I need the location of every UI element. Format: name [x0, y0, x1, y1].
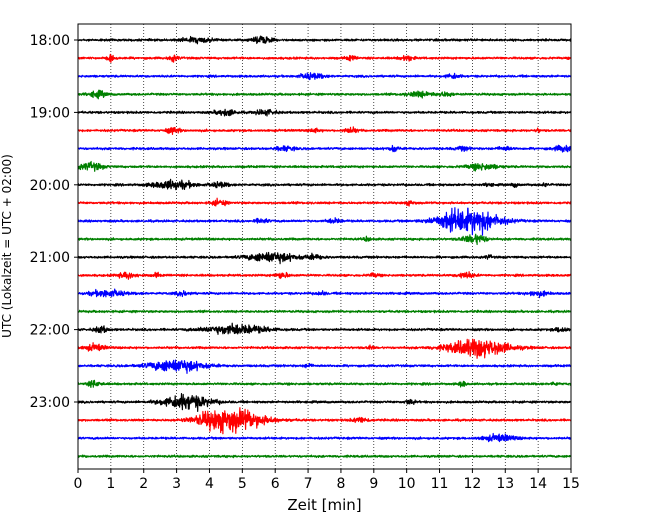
trace-2215 [77, 338, 572, 359]
trace-2030 [77, 207, 572, 236]
y-tick-label: 21:00 [30, 250, 70, 266]
trace-2230 [77, 359, 572, 374]
x-tick-label: 1 [106, 476, 115, 492]
trace-2145 [77, 309, 572, 314]
x-tick-label: 7 [304, 476, 313, 492]
y-tick-label: 19:00 [30, 105, 70, 121]
x-tick-label: 6 [271, 476, 280, 492]
x-tick-label: 14 [529, 476, 547, 492]
trace-2130 [77, 288, 572, 299]
trace-1915 [77, 126, 572, 135]
y-tick-label: 23:00 [30, 395, 70, 411]
trace-lines [77, 35, 572, 459]
x-tick-label: 9 [369, 476, 378, 492]
x-tick-label: 12 [463, 476, 481, 492]
x-tick-label: 8 [336, 476, 345, 492]
x-tick-label: 5 [238, 476, 247, 492]
x-tick-label: 15 [562, 476, 580, 492]
vertical-grid [110, 24, 539, 469]
trace-2315 [77, 407, 572, 435]
trace-2045 [77, 233, 572, 246]
x-tick-label: 13 [496, 476, 514, 492]
trace-1945 [77, 160, 572, 172]
x-tick-label: 11 [431, 476, 449, 492]
plot-background [78, 24, 571, 469]
trace-2330 [77, 432, 572, 443]
x-tick-label: 4 [205, 476, 214, 492]
y-tick-label: 20:00 [30, 178, 70, 194]
trace-2100 [77, 251, 572, 265]
x-tick-label: 2 [139, 476, 148, 492]
trace-1845 [77, 89, 572, 100]
trace-2115 [77, 271, 572, 280]
y-tick-label: 22:00 [30, 323, 70, 339]
x-axis-ticks: 0 1 2 3 4 5 6 7 8 9 10 11 12 13 14 15 [74, 469, 580, 492]
trace-1930 [77, 144, 572, 153]
trace-2345 [77, 454, 572, 459]
y-axis-ticks: 18:00 19:00 20:00 21:00 22:00 23:00 [30, 33, 78, 411]
trace-2300 [77, 393, 572, 412]
x-axis-label: Zeit [min] [287, 496, 361, 514]
trace-1830 [77, 72, 572, 81]
x-tick-label: 3 [172, 476, 181, 492]
trace-2015 [77, 197, 572, 207]
trace-1815 [77, 53, 572, 63]
trace-2200 [77, 322, 572, 335]
trace-2245 [77, 379, 572, 388]
trace-1800 [77, 35, 572, 45]
x-tick-label: 10 [398, 476, 416, 492]
trace-1900 [77, 108, 572, 117]
y-tick-label: 18:00 [30, 33, 70, 49]
y-axis-label: UTC (Lokalzeit = UTC + 02:00) [0, 154, 14, 338]
trace-2000 [77, 178, 572, 191]
plot-frame [77, 23, 572, 470]
x-tick-label: 0 [74, 476, 83, 492]
